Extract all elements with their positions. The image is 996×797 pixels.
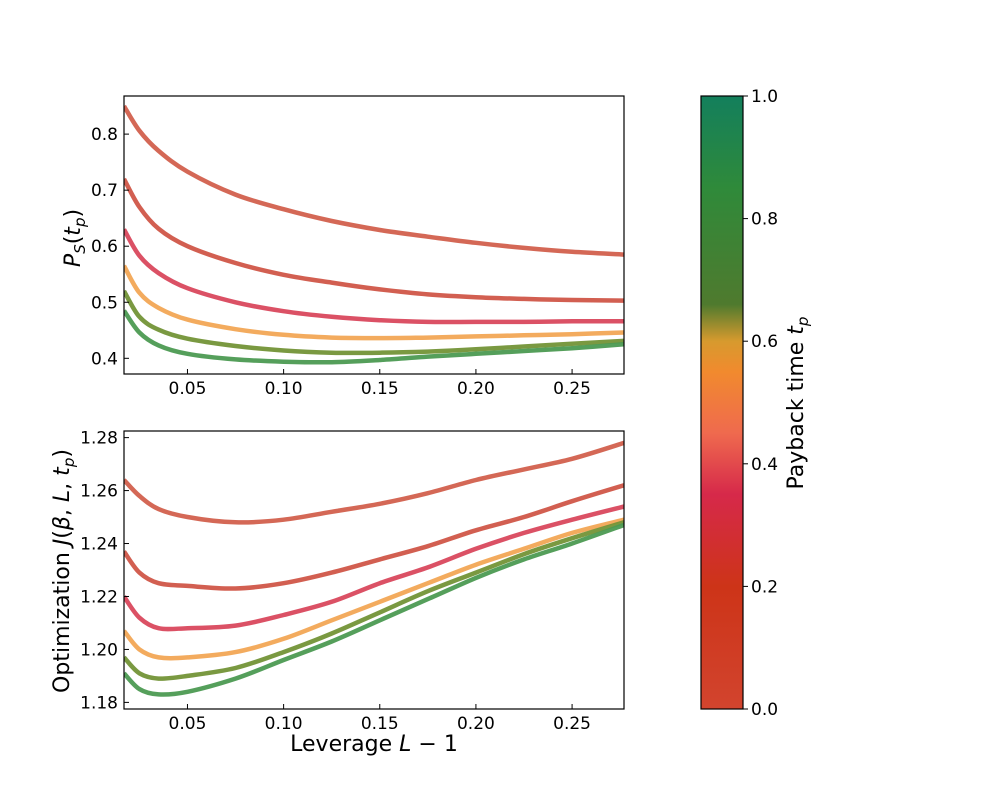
bottom-series-line-3 <box>124 517 624 661</box>
top-x-tick-label: 0.15 <box>361 379 399 399</box>
bottom-y-tick-label: 1.18 <box>80 693 118 713</box>
top-y-tick-label: 0.4 <box>91 349 118 369</box>
bottom-panel: 0.05 0.10 0.15 0.20 0.25 1.18 1.20 1.22 1.24 1.2… <box>50 429 625 757</box>
bottom-y-tick-label: 1.26 <box>80 482 118 502</box>
bottom-x-tick-label: 0.05 <box>169 714 207 734</box>
top-x-axis: 0.05 0.10 0.15 0.20 0.25 <box>169 369 591 399</box>
top-series-line-5 <box>124 309 624 365</box>
bottom-x-tick-label: 0.10 <box>265 714 303 734</box>
bottom-series-line-1 <box>124 483 624 591</box>
top-series-line-1 <box>124 177 624 303</box>
top-x-tick-label: 0.05 <box>169 379 207 399</box>
colorbar-tick-label: 0.0 <box>751 700 778 720</box>
top-x-tick-label: 0.10 <box>265 379 303 399</box>
colorbar-tick-label: 1.0 <box>751 87 778 107</box>
top-y-tick-label: 0.7 <box>91 181 118 201</box>
bottom-series-line-2 <box>124 504 624 632</box>
top-x-tick-label: 0.25 <box>553 379 591 399</box>
colorbar-ticks: 0.0 0.2 0.4 0.6 0.8 1.0 <box>743 87 778 720</box>
bottom-x-tick-label: 0.15 <box>361 714 399 734</box>
top-x-tick-label: 0.20 <box>457 379 495 399</box>
colorbar-tick-label: 0.4 <box>751 455 778 475</box>
bottom-y-axis: 1.18 1.20 1.22 1.24 1.26 1.28 <box>80 429 129 713</box>
top-panel: 0.05 0.10 0.15 0.20 0.25 0.4 0.5 0.6 0.7 0.8 PS(… <box>61 95 625 399</box>
bottom-x-tick-label: 0.20 <box>457 714 495 734</box>
colorbar-tick-label: 0.2 <box>751 577 778 597</box>
colorbar-title: Payback time tp <box>784 317 812 490</box>
bottom-y-axis-title: Optimization J(β, L, tp) <box>50 449 78 693</box>
colorbar-gradient <box>700 95 744 710</box>
top-y-axis-title: PS(tp) <box>61 209 89 267</box>
x-axis-title: Leverage L − 1 <box>290 732 458 757</box>
colorbar-tick-label: 0.8 <box>751 210 778 230</box>
bottom-plot-frame <box>123 430 625 710</box>
bottom-y-tick-label: 1.22 <box>80 587 118 607</box>
bottom-series-line-0 <box>124 440 624 525</box>
top-y-axis: 0.4 0.5 0.6 0.7 0.8 <box>91 125 129 369</box>
bottom-y-tick-label: 1.20 <box>80 640 118 660</box>
top-series-line-4 <box>124 289 624 356</box>
bottom-y-tick-label: 1.24 <box>80 535 118 555</box>
top-series-line-2 <box>124 228 624 325</box>
top-series-line-3 <box>124 264 624 341</box>
top-series-group <box>124 104 624 365</box>
top-y-tick-label: 0.6 <box>91 237 118 257</box>
colorbar-tick-label: 0.6 <box>751 332 778 352</box>
top-plot-frame <box>123 95 625 375</box>
bottom-series-line-5 <box>124 522 624 697</box>
bottom-series-group <box>124 440 624 697</box>
bottom-series-line-4 <box>124 520 624 681</box>
top-y-tick-label: 0.5 <box>91 293 118 313</box>
colorbar: 0.0 0.2 0.4 0.6 0.8 1.0 Payback time tp <box>700 87 812 720</box>
top-series-line-0 <box>124 104 624 257</box>
bottom-x-axis: 0.05 0.10 0.15 0.20 0.25 <box>169 704 591 734</box>
top-y-tick-label: 0.8 <box>91 125 118 145</box>
bottom-x-tick-label: 0.25 <box>553 714 591 734</box>
bottom-y-tick-label: 1.28 <box>80 429 118 449</box>
